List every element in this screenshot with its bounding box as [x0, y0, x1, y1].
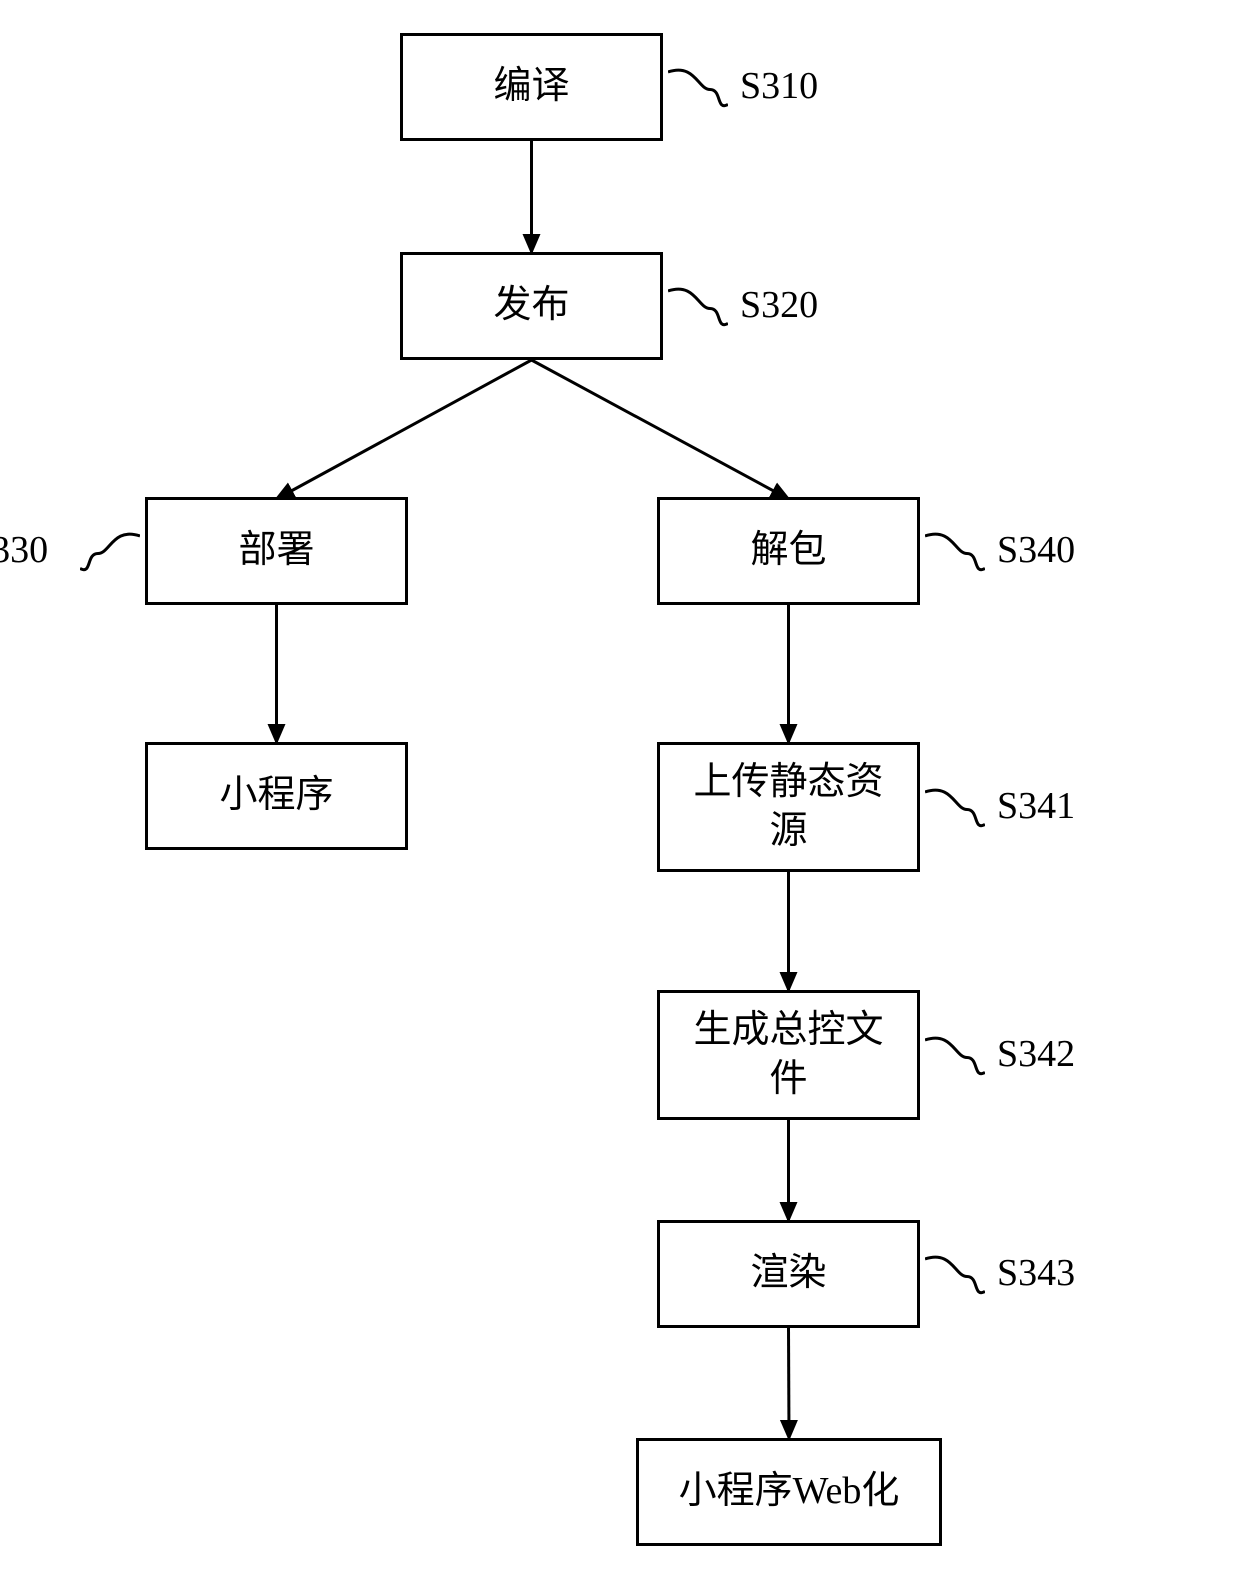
flowchart-container: 编译发布部署 解包小程序 上传静态资源生成总控文件渲染小程序Web化 S310 S32… [0, 0, 1240, 1572]
step-label: S342 [997, 1032, 1075, 1076]
flowchart-edge [532, 360, 789, 499]
node-label: 小程序Web化 [679, 1467, 900, 1516]
node-label: 发布 [493, 281, 569, 330]
connector-squiggle [80, 526, 140, 576]
step-label: S341 [997, 784, 1075, 828]
node-label: 生成总控文件 [693, 1006, 883, 1105]
flowchart-edge [789, 1328, 790, 1438]
flowchart-node: 小程序Web化 [636, 1438, 942, 1546]
flowchart-node: 生成总控文件 [657, 990, 920, 1120]
node-label: 解包 [750, 526, 826, 575]
node-label: 渲染 [750, 1249, 826, 1298]
flowchart-node: 编译 [400, 33, 663, 141]
node-label: 小程序 [219, 771, 333, 820]
connector-squiggle [925, 1249, 985, 1299]
step-label: S343 [997, 1251, 1075, 1295]
node-label: 部署 [238, 526, 314, 575]
connector-squiggle [925, 1030, 985, 1080]
node-label: 编译 [493, 62, 569, 111]
flowchart-node: 解包 [657, 497, 920, 605]
flowchart-node: 上传静态资源 [657, 742, 920, 872]
connector-squiggle [925, 782, 985, 832]
flowchart-node: 发布 [400, 252, 663, 360]
step-label: S320 [740, 283, 818, 327]
flowchart-node: 小程序 [145, 742, 408, 850]
flowchart-edge [277, 360, 532, 499]
connector-squiggle [925, 526, 985, 576]
step-label: S330 [0, 528, 48, 572]
step-label: S340 [997, 528, 1075, 572]
flowchart-node: 渲染 [657, 1220, 920, 1328]
flowchart-node: 部署 [145, 497, 408, 605]
node-label: 上传静态资源 [693, 758, 883, 857]
connector-squiggle [668, 281, 728, 331]
step-label: S310 [740, 64, 818, 108]
connector-squiggle [668, 62, 728, 112]
